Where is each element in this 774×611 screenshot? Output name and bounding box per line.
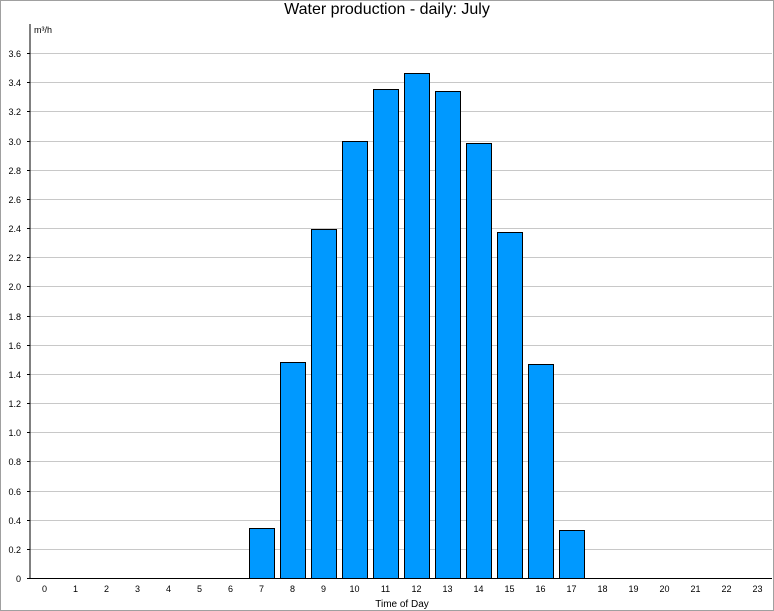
bar	[404, 73, 430, 579]
bar	[342, 141, 368, 579]
y-tick-label: 2.4	[8, 224, 21, 234]
x-tick-label: 9	[321, 584, 326, 594]
bar	[559, 530, 585, 579]
y-tick-label: 1.4	[8, 370, 21, 380]
y-tick-label: 3.6	[8, 49, 21, 59]
x-tick-label: 3	[135, 584, 140, 594]
x-tick-label: 15	[504, 584, 514, 594]
y-tick-label: 0.8	[8, 457, 21, 467]
y-tick-label: 3.2	[8, 107, 21, 117]
bar	[497, 232, 523, 579]
chart-title: Water production - daily: July	[284, 1, 490, 18]
x-tick-label: 10	[349, 584, 359, 594]
y-axis-unit-label: m³/h	[34, 25, 52, 35]
y-tick-label: 2.0	[8, 282, 21, 292]
x-tick-label: 7	[259, 584, 264, 594]
bar	[373, 89, 399, 579]
x-tick-label: 18	[597, 584, 607, 594]
x-tick-label: 6	[228, 584, 233, 594]
y-tick-label: 2.8	[8, 166, 21, 176]
bar	[280, 362, 306, 579]
y-tick-labels: 0 0.2 0.4 0.6 0.8 1.0 1.2 1.4 1.6 1.8 2.0 2.2 2.4 2.6…	[8, 49, 30, 584]
y-tick-label: 3.4	[8, 78, 21, 88]
x-tick-label: 17	[566, 584, 576, 594]
y-tick-label: 0	[16, 574, 21, 584]
x-tick-labels: 0 1 2 3 4 5 6 7 8 9 10 11 12 13 14 15 16 17 18 19 20 21 22 23	[42, 584, 763, 594]
y-tick-label: 0.2	[8, 545, 21, 555]
x-tick-label: 4	[166, 584, 171, 594]
y-tick-label: 1.8	[8, 312, 21, 322]
x-tick-label: 22	[721, 584, 731, 594]
x-tick-label: 11	[381, 584, 390, 594]
x-tick-label: 2	[104, 584, 109, 594]
axes	[29, 24, 772, 579]
bar-series	[249, 73, 585, 579]
bar	[311, 229, 337, 579]
x-tick-label: 0	[42, 584, 47, 594]
x-tick-label: 16	[535, 584, 545, 594]
grid-lines	[30, 53, 772, 550]
y-tick-label: 2.2	[8, 253, 21, 263]
bar	[249, 528, 275, 579]
bar	[466, 143, 492, 579]
x-tick-label: 19	[628, 584, 638, 594]
y-tick-label: 0.4	[8, 516, 21, 526]
x-tick-label: 14	[473, 584, 483, 594]
bar	[435, 91, 461, 579]
x-tick-label: 8	[290, 584, 295, 594]
x-tick-label: 21	[690, 584, 700, 594]
y-tick-label: 1.2	[8, 399, 21, 409]
x-tick-label: 1	[73, 584, 78, 594]
x-tick-label: 5	[197, 584, 202, 594]
x-tick-label: 20	[659, 584, 669, 594]
y-tick-label: 0.6	[8, 487, 21, 497]
y-tick-label: 3.0	[8, 137, 21, 147]
y-tick-label: 1.6	[8, 341, 21, 351]
x-tick-label: 12	[411, 584, 421, 594]
y-tick-label: 1.0	[8, 428, 21, 438]
x-tick-label: 13	[442, 584, 452, 594]
x-tick-label: 23	[752, 584, 762, 594]
x-axis-label: Time of Day	[375, 599, 429, 610]
bar	[528, 364, 554, 579]
y-tick-label: 2.6	[8, 195, 21, 205]
